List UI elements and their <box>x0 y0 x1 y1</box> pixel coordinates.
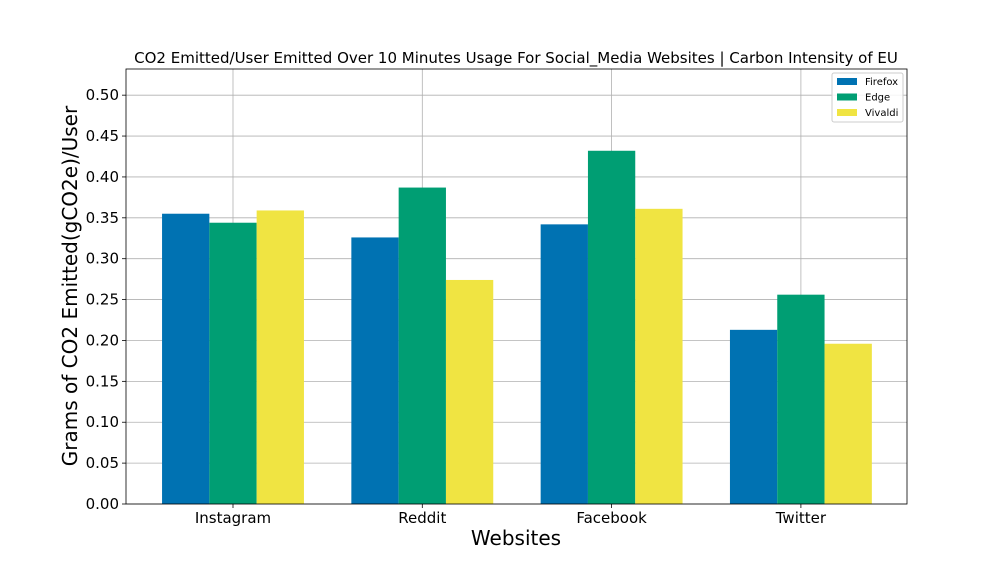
legend-label-vivaldi: Vivaldi <box>865 108 898 119</box>
bar-edge-facebook <box>587 150 636 505</box>
bar-firefox-instagram <box>162 213 210 504</box>
bar-firefox-facebook <box>540 224 588 504</box>
legend-swatch-edge <box>837 93 857 101</box>
x-tick-label: Twitter <box>775 509 827 527</box>
legend: Firefox Edge Vivaldi <box>831 72 904 123</box>
x-tick-label: Instagram <box>195 509 271 527</box>
bar-firefox-twitter <box>729 329 778 504</box>
bar-edge-reddit <box>398 187 446 505</box>
bar-firefox-reddit <box>351 237 399 504</box>
bar-vivaldi-reddit <box>445 279 494 504</box>
legend-swatch-firefox <box>837 78 857 85</box>
y-tick-label: 0.15 <box>86 372 119 390</box>
y-tick-label: 0.20 <box>86 331 119 349</box>
y-tick-label: 0.30 <box>86 250 119 268</box>
chart-title: CO2 Emitted/User Emitted Over 10 Minutes… <box>134 49 898 68</box>
y-tick-label: 0.35 <box>86 209 119 227</box>
plot-frame <box>125 68 908 505</box>
y-tick-label: 0.40 <box>86 168 119 186</box>
bar-vivaldi-facebook <box>635 208 683 505</box>
y-tick-label: 0.05 <box>86 454 119 472</box>
x-axis-label: Websites <box>471 526 561 550</box>
y-tick-label: 0.45 <box>86 127 119 145</box>
x-tick-label: Facebook <box>576 509 647 527</box>
y-tick-label: 0.10 <box>86 413 119 431</box>
bar-vivaldi-instagram <box>256 210 304 504</box>
x-tick-label: Reddit <box>398 509 446 527</box>
bar-edge-twitter <box>777 294 825 504</box>
y-tick-label: 0.25 <box>86 291 119 309</box>
bars <box>162 150 872 505</box>
bar-edge-instagram <box>209 222 257 504</box>
legend-label-edge: Edge <box>865 93 890 104</box>
y-axis-label: Grams of CO2 Emitted(gCO2e)/User <box>58 105 82 466</box>
x-axis-ticks: Instagram Reddit Facebook Twitter <box>195 504 827 527</box>
y-tick-label: 0.00 <box>86 495 119 513</box>
y-tick-label: 0.50 <box>86 86 119 104</box>
y-axis-ticks: 0.00 0.05 0.10 0.15 0.20 0.25 0.30 0.35 0.40 0.45… <box>86 86 126 513</box>
legend-label-firefox: Firefox <box>865 77 898 88</box>
legend-swatch-vivaldi <box>837 109 857 116</box>
bar-vivaldi-twitter <box>824 343 872 504</box>
